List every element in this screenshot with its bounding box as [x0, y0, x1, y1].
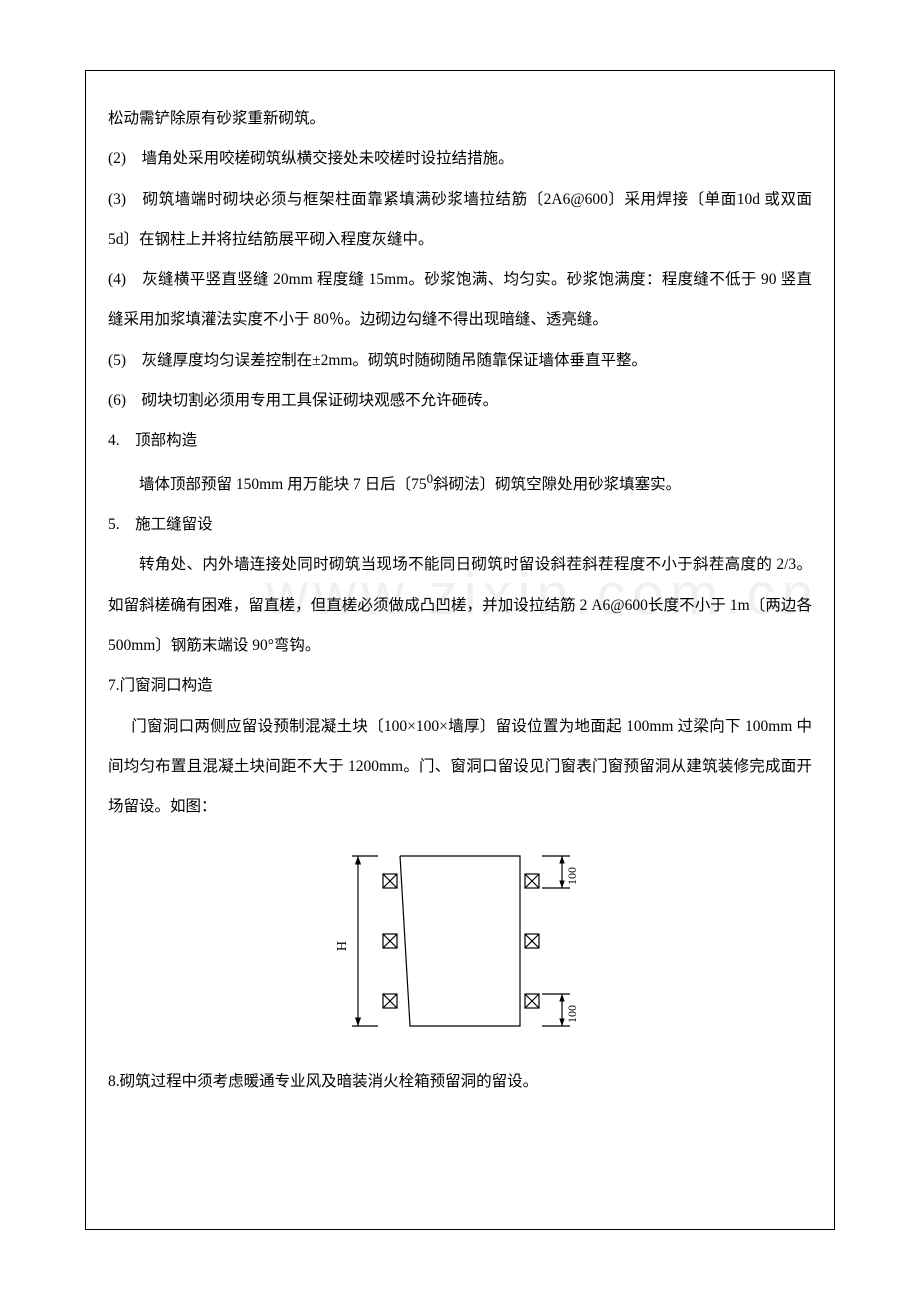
paragraph: 转角处、内外墙连接处同时砌筑当现场不能同日砌筑时留设斜茬斜茬程度不小于斜茬高度的… — [108, 545, 812, 666]
document-body: 松动需铲除原有砂浆重新砌筑。 (2) 墙角处采用咬槎砌筑纵横交接处未咬槎时设拉结… — [108, 99, 812, 1102]
svg-text:100: 100 — [565, 867, 579, 885]
heading-7: 7.门窗洞口构造 — [108, 666, 812, 706]
text-span: 斜砌法〕砌筑空隙处用砂浆填塞实。 — [433, 476, 681, 493]
paragraph: (3) 砌筑墙端时砌块必须与框架柱面靠紧填满砂浆墙拉结筋〔2A6@600〕采用焊… — [108, 180, 812, 261]
svg-text:H: H — [335, 940, 350, 950]
svg-text:100: 100 — [565, 1005, 579, 1023]
paragraph: 墙体顶部预留 150mm 用万能块 7 日后〔750斜砌法〕砌筑空隙处用砂浆填塞… — [108, 462, 812, 505]
paragraph: 8.砌筑过程中须考虑暖通专业风及暗装消火栓箱预留洞的留设。 — [108, 1062, 812, 1102]
heading-5: 5. 施工缝留设 — [108, 505, 812, 545]
diagram-svg: H 100 100 — [310, 836, 610, 1056]
paragraph: (2) 墙角处采用咬槎砌筑纵横交接处未咬槎时设拉结措施。 — [108, 139, 812, 179]
paragraph: (6) 砌块切割必须用专用工具保证砌块观感不允许砸砖。 — [108, 381, 812, 421]
paragraph: 门窗洞口两侧应留设预制混凝土块〔100×100×墙厚〕留设位置为地面起 100m… — [108, 707, 812, 828]
paragraph: (5) 灰缝厚度均匀误差控制在±2mm。砌筑时随砌随吊随靠保证墙体垂直平整。 — [108, 341, 812, 381]
heading-4: 4. 顶部构造 — [108, 421, 812, 461]
text-span: 墙体顶部预留 150mm 用万能块 7 日后〔75 — [139, 476, 427, 493]
paragraph: 松动需铲除原有砂浆重新砌筑。 — [108, 99, 812, 139]
page-frame: www.zixin.com.cn 松动需铲除原有砂浆重新砌筑。 (2) 墙角处采… — [85, 70, 835, 1230]
door-window-diagram: H 100 100 — [108, 836, 812, 1056]
paragraph: (4) 灰缝横平竖直竖缝 20mm 程度缝 15mm。砂浆饱满、均匀实。砂浆饱满… — [108, 260, 812, 341]
